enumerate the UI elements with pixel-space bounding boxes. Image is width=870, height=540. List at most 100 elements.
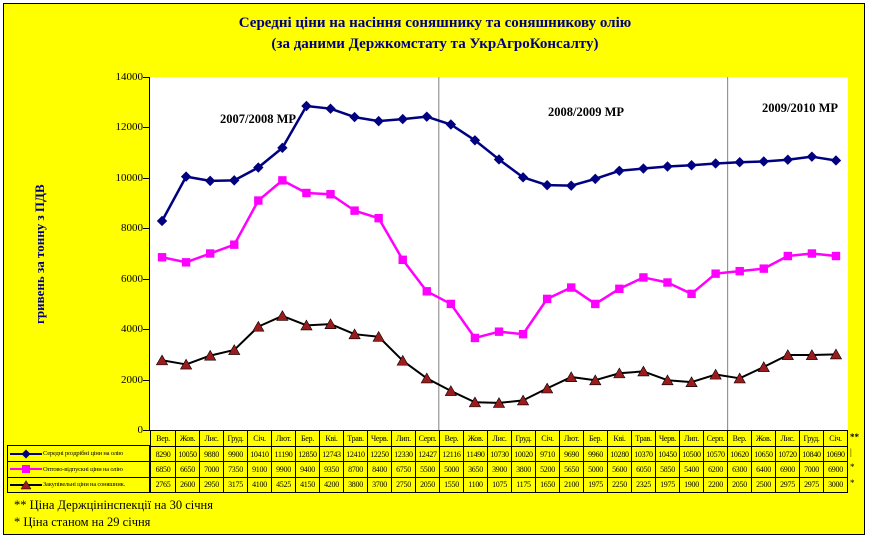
diamond-marker [686,160,697,171]
value-cell-series0: 12410 [343,446,367,462]
value-cell-series0: 9880 [199,446,223,462]
data-table: Вер. Жов. Лис. Груд. Січ. Лют. Бер. Кві. Трав. Че… [150,430,848,493]
square-marker [446,299,456,309]
value-cell-series0: 8290 [151,446,175,461]
value-cell-series1: 6050 [631,461,655,477]
footnote-double-star: ** Ціна Держцінінспекції на 30 січня [14,498,213,512]
period-label-2008-2009: 2008/2009 МР [548,105,625,119]
y-tick-label: 4000 [121,323,143,336]
value-cell-series1: 6900 [775,461,799,477]
value-cell-series2: 2950 [199,476,223,492]
month-header-cell: Лип. [679,431,703,446]
square-marker [494,327,504,336]
triangle-marker [805,349,819,360]
value-cell-series2: 4525 [271,476,295,492]
month-header-cell: Лис. [775,431,799,446]
diamond-marker [638,163,649,174]
series-2 [155,310,843,408]
triangle-marker [516,394,530,406]
row-mark-2: * [850,477,855,488]
value-cell-series1: 5400 [679,461,703,477]
month-header-cell: Груд. [223,431,247,446]
plot-area [150,77,848,430]
square-marker [759,264,768,273]
value-cell-series0: 10730 [487,446,511,462]
square-marker [542,294,552,304]
square-marker [254,196,263,205]
square-marker [230,240,239,249]
value-cell-series1: 6650 [175,461,199,477]
diamond-marker [180,171,192,182]
triangle-marker [252,320,265,332]
series-1 [157,176,841,343]
square-marker [157,253,167,262]
square-marker [470,333,480,343]
diamond-marker [349,111,360,123]
month-header-cell: Вер. [727,431,751,446]
triangle-marker [757,361,770,372]
triangle-marker [444,385,457,396]
triangle-marker [685,376,698,387]
month-header-cell: Бер. [583,431,607,446]
diamond-marker [301,100,312,112]
table-footnote-marks: ** | * * [850,430,868,491]
value-cell-series2: 2050 [727,476,751,492]
y-tick-label: 2000 [121,373,143,386]
value-cell-series0: 10840 [799,446,823,462]
diamond-marker [830,155,842,166]
value-cell-series0: 10370 [631,446,655,462]
month-header-cell: Січ. [823,431,847,446]
value-cell-series2: 2975 [799,476,823,492]
value-cell-series0: 10020 [511,446,535,462]
value-cell-series0: 10620 [727,446,751,462]
diamond-marker [614,165,625,176]
value-cell-series2: 3175 [223,476,247,492]
value-cell-series2: 3000 [823,476,847,492]
value-cell-series2: 1175 [511,476,535,492]
month-header-cell: Груд. [799,431,823,446]
month-header-cell: Лис. [487,431,511,446]
header-mark: ** [850,432,859,442]
value-cell-series1: 7350 [223,461,247,477]
y-tick-mark [143,228,149,230]
value-cell-series0: 10720 [775,446,799,462]
value-cell-series0: 10500 [679,446,703,462]
month-header-cell: Лип. [391,431,415,446]
value-cell-series1: 5650 [559,461,583,477]
value-cell-series0: 10690 [823,446,847,462]
value-cell-series2: 1650 [535,476,559,492]
value-cell-series1: 3650 [463,461,487,477]
row-mark-0: | [850,447,852,457]
triangle-marker [661,374,674,386]
y-tick-mark [143,430,149,431]
value-cell-series2: 1975 [583,476,607,492]
month-header-cell: Лис. [199,431,223,446]
period-label-2009-2010: 2009/2010 МР [762,101,839,115]
value-cell-series1: 6750 [391,461,415,477]
legend-triangle-icon [20,479,32,490]
footnote-single-star: * Ціна станом на 29 січня [14,515,151,529]
square-marker [350,206,359,215]
diamond-marker [445,119,457,130]
value-cell-series2: 2050 [415,476,439,492]
value-cell-series2: 4200 [319,476,343,492]
diamond-marker [517,172,529,183]
triangle-marker [396,354,409,366]
value-cell-series0: 9960 [583,446,607,462]
square-marker [518,329,528,339]
value-cell-series2: 2250 [607,476,631,492]
diamond-marker [782,154,794,165]
triangle-marker [348,328,361,340]
triangle-marker [829,348,843,360]
diamond-marker [710,158,721,169]
legend-square-sample [10,465,42,474]
diamond-marker [204,175,216,187]
triangle-marker [420,372,433,384]
month-header-cell: Черв. [367,431,391,446]
diamond-marker [758,156,769,167]
value-cell-series0: 12427 [415,446,439,462]
value-cell-series2: 2975 [775,476,799,492]
series-line-1 [161,179,837,340]
y-tick-label: 0 [137,424,144,436]
square-marker [374,214,383,223]
